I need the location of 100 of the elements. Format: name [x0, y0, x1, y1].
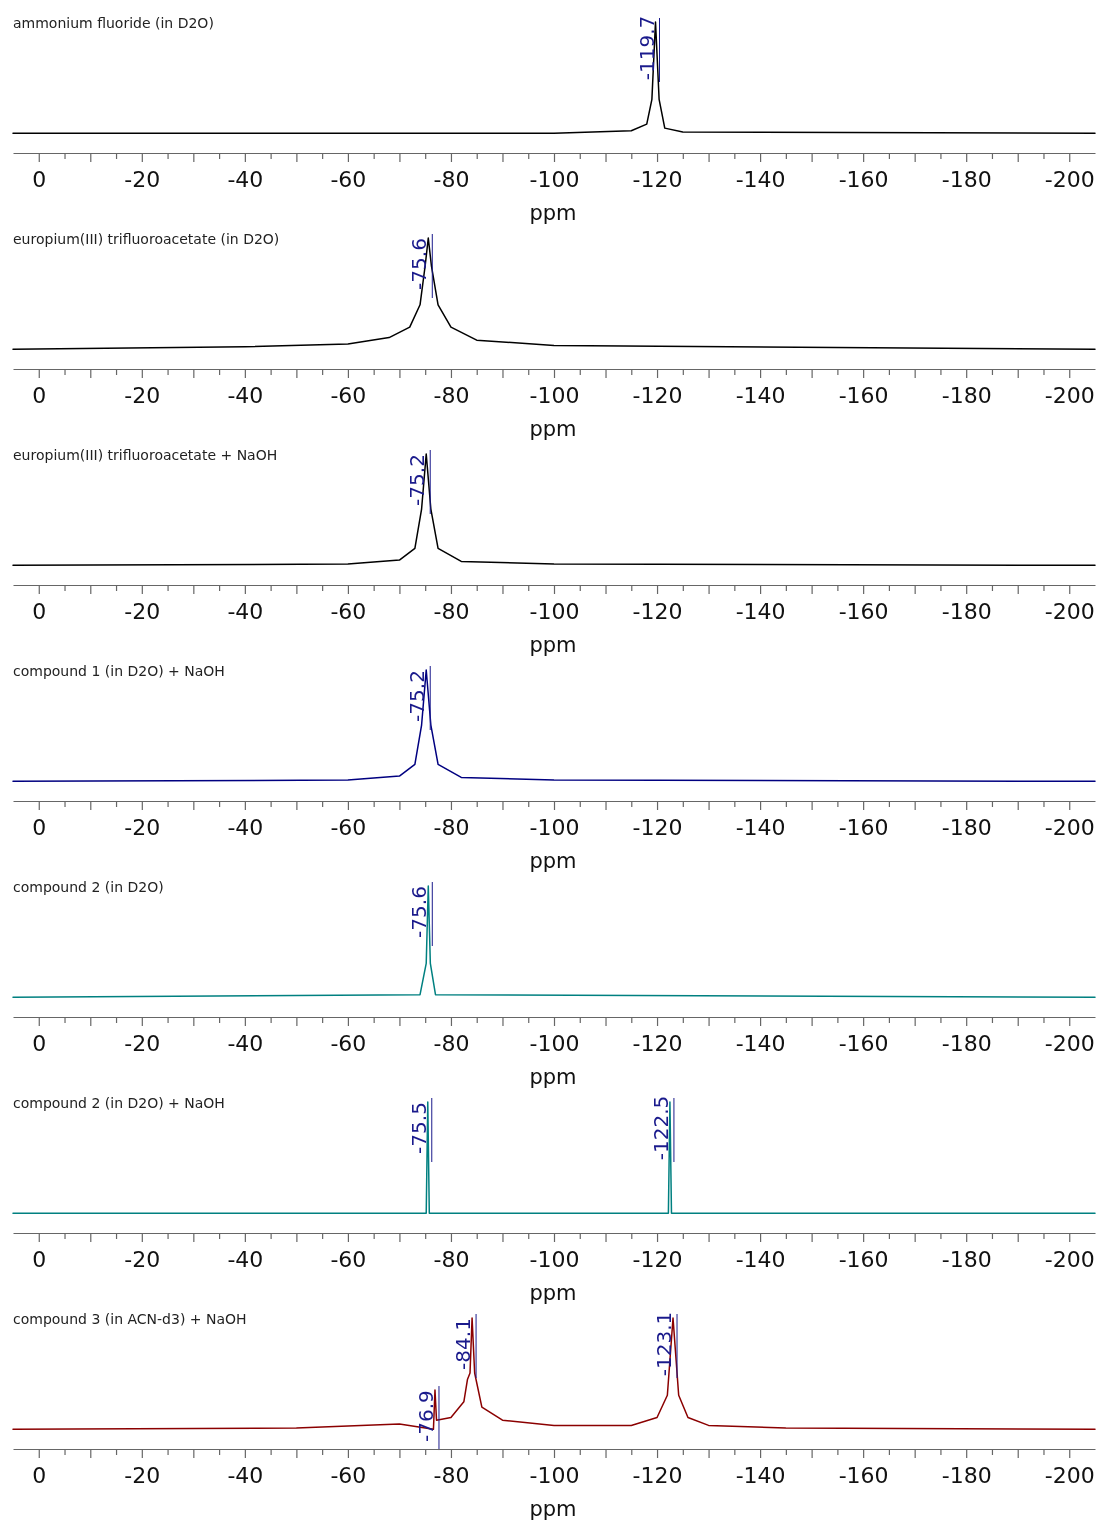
x-tick-label: -180	[941, 166, 992, 192]
x-axis-title: ppm	[529, 1065, 577, 1089]
x-axis-title: ppm	[529, 201, 577, 225]
x-tick-label: -180	[941, 1030, 992, 1056]
x-tick-label: -80	[433, 1246, 470, 1272]
x-axis-title: ppm	[529, 1497, 577, 1521]
x-tick-label: -100	[529, 382, 580, 408]
annotation: -119.7	[634, 15, 659, 81]
x-tick-label: -200	[1044, 598, 1095, 624]
x-tick-label: -200	[1044, 814, 1095, 840]
x-tick-label: -200	[1044, 1462, 1095, 1488]
x-tick-label: -60	[330, 598, 367, 624]
x-tick-label: -80	[433, 166, 470, 192]
annotation: -75.2	[405, 670, 430, 722]
x-tick-label: -100	[529, 1030, 580, 1056]
x-tick-label: -200	[1044, 382, 1095, 408]
x-tick-label: -120	[632, 1462, 683, 1488]
x-tick-label: 0	[32, 382, 47, 408]
x-tick-label: -120	[632, 598, 683, 624]
x-tick-label: 0	[32, 1246, 47, 1272]
x-axis-title: ppm	[529, 1281, 577, 1305]
x-tick-label: -60	[330, 1030, 367, 1056]
x-tick-label: -60	[330, 1462, 367, 1488]
x-tick-label: -40	[227, 166, 264, 192]
x-tick-label: -180	[941, 598, 992, 624]
x-tick-label: -40	[227, 1030, 264, 1056]
x-tick-label: -120	[632, 166, 683, 192]
x-tick-label: -100	[529, 166, 580, 192]
x-axis-title: ppm	[529, 849, 577, 873]
x-tick-label: -160	[838, 598, 889, 624]
annotation: -123.1	[652, 1311, 677, 1377]
chart-title: compound 1 (in D2O) + NaOH	[13, 663, 225, 679]
x-tick-label: -140	[735, 1246, 786, 1272]
x-tick-label: -160	[838, 382, 889, 408]
x-tick-label: -100	[529, 1462, 580, 1488]
x-tick-label: -20	[124, 382, 161, 408]
x-tick-label: -160	[838, 814, 889, 840]
x-tick-label: -120	[632, 1246, 683, 1272]
annotation: -75.6	[407, 238, 432, 290]
x-tick-label: -140	[735, 1030, 786, 1056]
x-tick-label: -80	[433, 814, 470, 840]
x-tick-label: -120	[632, 1030, 683, 1056]
x-tick-label: -180	[941, 382, 992, 408]
x-tick-label: -80	[433, 1462, 470, 1488]
x-tick-label: -80	[433, 598, 470, 624]
x-tick-label: -40	[227, 1246, 264, 1272]
chart-title: compound 2 (in D2O) + NaOH	[13, 1095, 225, 1111]
x-tick-label: -100	[529, 1246, 580, 1272]
x-tick-label: -20	[124, 1462, 161, 1488]
annotation: -75.5	[406, 1102, 431, 1154]
x-tick-label: -40	[227, 598, 264, 624]
x-tick-label: -140	[735, 166, 786, 192]
x-tick-label: 0	[32, 1462, 47, 1488]
x-tick-label: -20	[124, 1030, 161, 1056]
x-tick-label: -100	[529, 814, 580, 840]
x-tick-label: -120	[632, 382, 683, 408]
x-tick-label: -140	[735, 814, 786, 840]
annotation: -76.9	[413, 1390, 438, 1442]
x-tick-label: -60	[330, 382, 367, 408]
x-tick-label: -200	[1044, 1246, 1095, 1272]
annotation: -75.6	[407, 886, 432, 938]
chart-title: europium(III) trifluoroacetate + NaOH	[13, 447, 278, 463]
x-tick-label: -80	[433, 382, 470, 408]
x-tick-label: -140	[735, 382, 786, 408]
x-tick-label: -120	[632, 814, 683, 840]
x-tick-label: -200	[1044, 1030, 1095, 1056]
x-tick-label: -60	[330, 814, 367, 840]
x-tick-label: -40	[227, 814, 264, 840]
chart-title: compound 3 (in ACN-d3) + NaOH	[13, 1311, 247, 1327]
x-tick-label: -20	[124, 598, 161, 624]
x-tick-label: -140	[735, 1462, 786, 1488]
x-tick-label: -40	[227, 382, 264, 408]
annotation: -75.2	[405, 454, 430, 506]
x-tick-label: -60	[330, 166, 367, 192]
x-tick-label: 0	[32, 1030, 47, 1056]
x-tick-label: 0	[32, 166, 47, 192]
x-tick-label: -140	[735, 598, 786, 624]
x-tick-label: -100	[529, 598, 580, 624]
x-tick-label: 0	[32, 814, 47, 840]
x-tick-label: -180	[941, 814, 992, 840]
x-tick-label: -180	[941, 1462, 992, 1488]
x-tick-label: -80	[433, 1030, 470, 1056]
x-axis-title: ppm	[529, 633, 577, 657]
annotation: -84.1	[451, 1318, 476, 1370]
x-tick-label: -160	[838, 1030, 889, 1056]
x-tick-label: -60	[330, 1246, 367, 1272]
x-tick-label: -20	[124, 814, 161, 840]
x-tick-label: -40	[227, 1462, 264, 1488]
x-tick-label: -160	[838, 166, 889, 192]
x-tick-label: -160	[838, 1462, 889, 1488]
x-tick-label: -200	[1044, 166, 1095, 192]
x-tick-label: -20	[124, 1246, 161, 1272]
chart-title: europium(III) trifluoroacetate (in D2O)	[13, 231, 280, 247]
x-tick-label: -20	[124, 166, 161, 192]
x-tick-label: -180	[941, 1246, 992, 1272]
x-tick-label: 0	[32, 598, 47, 624]
chart-title: ammonium fluoride (in D2O)	[13, 15, 214, 31]
annotation: -122.5	[648, 1095, 673, 1161]
chart-title: compound 2 (in D2O)	[13, 879, 164, 895]
x-tick-label: -160	[838, 1246, 889, 1272]
